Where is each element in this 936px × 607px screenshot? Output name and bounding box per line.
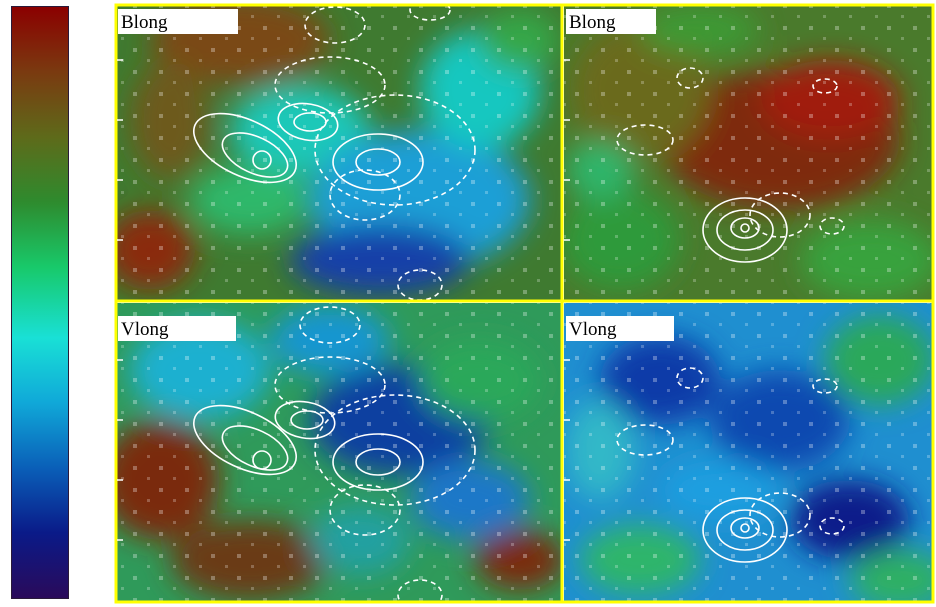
panel-label-text: Blong <box>121 12 168 33</box>
panel-vlong-right <box>564 303 932 601</box>
panel-frame <box>114 3 935 604</box>
panel-label-tl: Blong <box>118 9 238 34</box>
panel-label-text: Vlong <box>569 319 617 340</box>
panel-vlong-left <box>117 303 561 601</box>
contour-overlay <box>616 67 845 263</box>
panel-label-tr: Blong <box>566 9 656 34</box>
panel-label-bl: Vlong <box>118 316 236 341</box>
panel-label-br: Vlong <box>566 316 674 341</box>
colorbar <box>11 6 69 599</box>
panel-label-text: Blong <box>569 12 616 33</box>
panel-label-text: Vlong <box>121 319 169 340</box>
panel-blong-right <box>564 6 932 300</box>
panel-blong-left <box>117 6 561 300</box>
contour-overlay <box>192 306 476 601</box>
contour-overlay <box>192 6 476 300</box>
axis-ticks <box>117 59 570 541</box>
contour-overlay <box>616 367 845 563</box>
